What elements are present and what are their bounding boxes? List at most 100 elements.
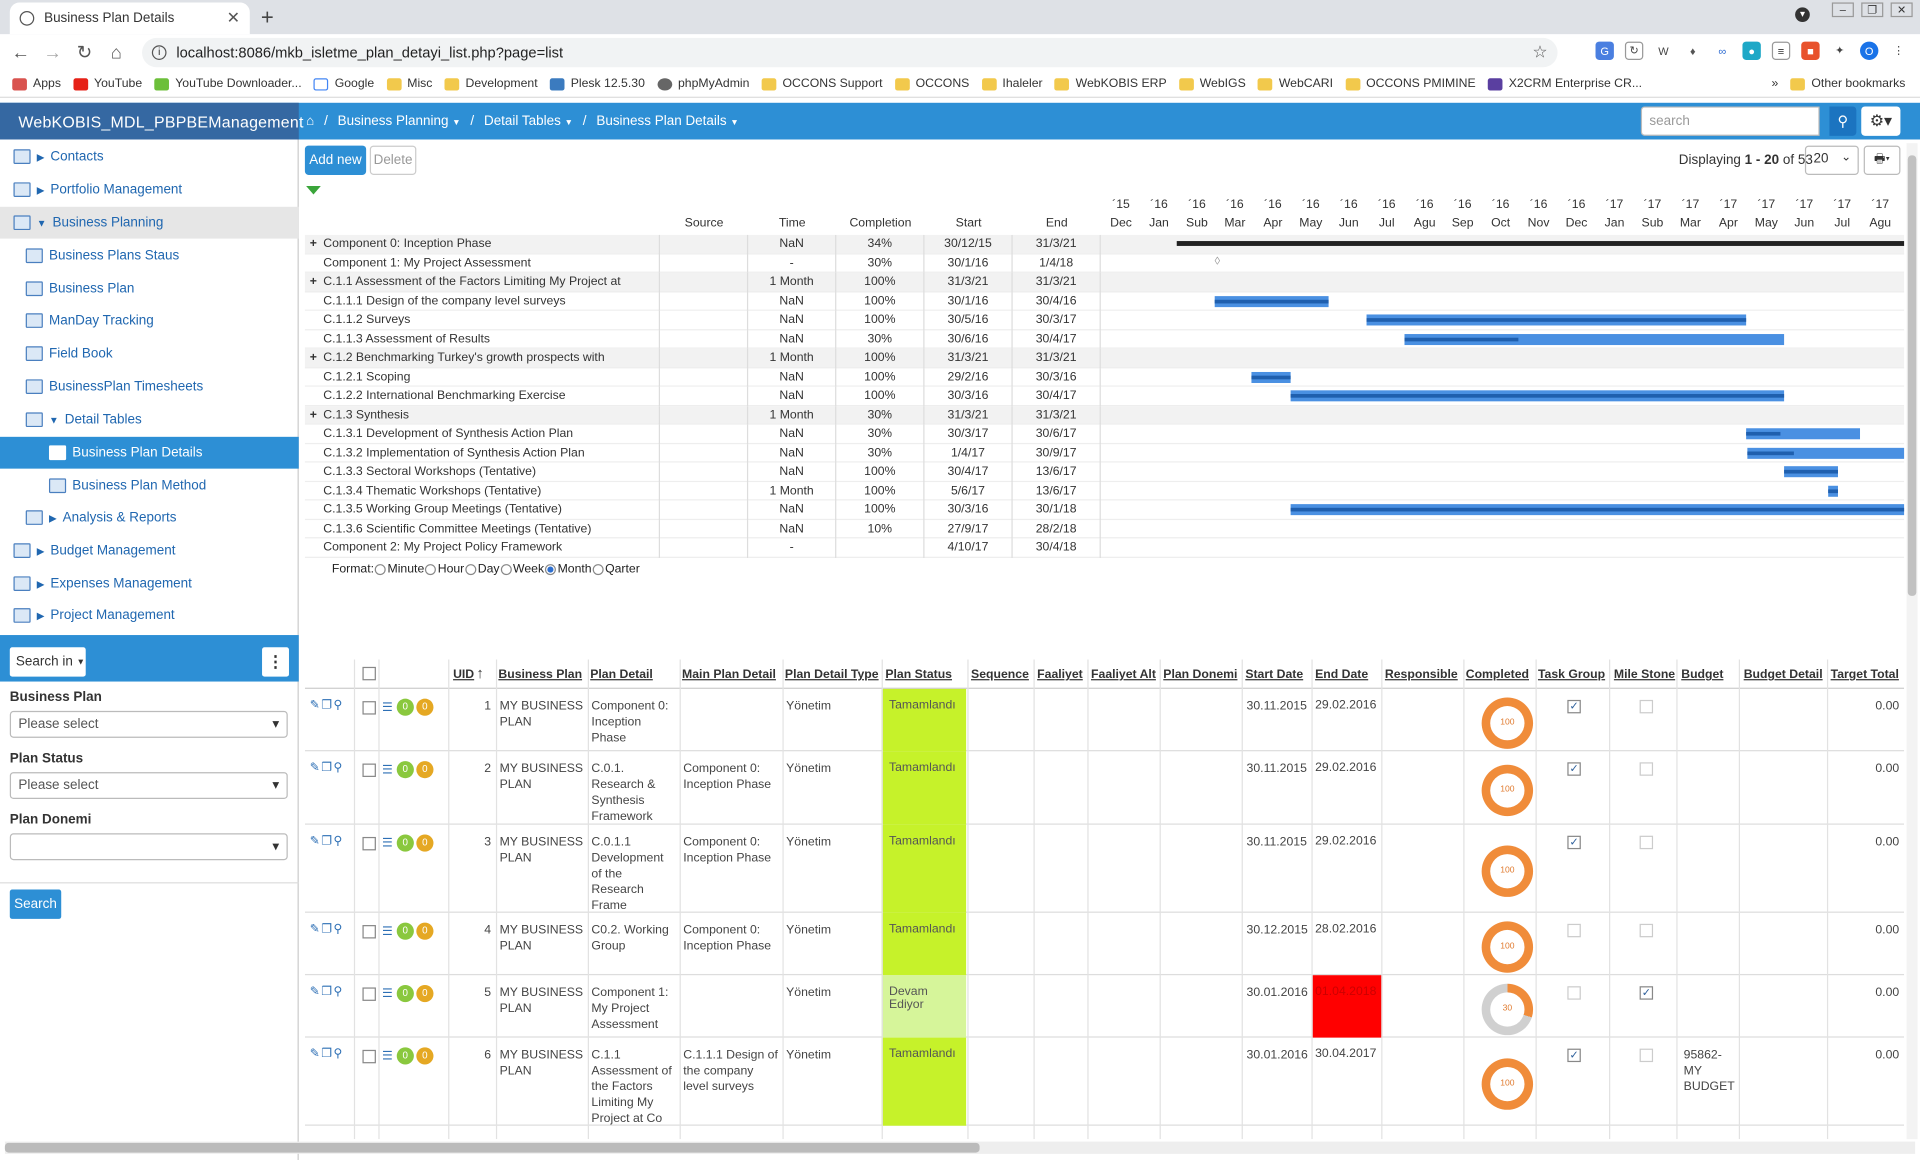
- browser-tab[interactable]: Business Plan Details ✕: [9, 2, 250, 35]
- wikipedia-extension-icon[interactable]: W: [1654, 41, 1673, 60]
- bookmark-occons-support[interactable]: OCCONS Support: [761, 77, 883, 91]
- sidebar-item-field-book[interactable]: Field Book: [0, 338, 299, 370]
- green-count-badge[interactable]: 0: [396, 922, 414, 940]
- sidebar-item-contacts[interactable]: ▶ Contacts: [0, 141, 299, 173]
- column-header-responsible[interactable]: Responsible: [1384, 668, 1458, 682]
- forward-icon[interactable]: →: [43, 42, 62, 64]
- business-plan-filter-select[interactable]: Please select: [9, 710, 288, 738]
- close-window-icon[interactable]: ✕: [1890, 2, 1913, 18]
- bookmark-phpmyadmin[interactable]: phpMyAdmin: [657, 77, 749, 91]
- puzzle-extensions-icon[interactable]: ✦: [1830, 41, 1849, 60]
- plan-donemi-filter-select[interactable]: [9, 833, 288, 861]
- green-count-badge[interactable]: 0: [396, 698, 414, 716]
- gear-icon[interactable]: ⚙▾: [1861, 106, 1901, 136]
- column-header-plan-status[interactable]: Plan Status: [885, 668, 953, 682]
- bookmark-star-icon[interactable]: ☆: [1532, 41, 1548, 62]
- gantt-summary-bar[interactable]: [1176, 241, 1905, 246]
- table-row[interactable]: Tamamlandı 29.02.2016 ✎❐⚲ ☰ 0 0 3 MY BUSINESS P…: [304, 824, 1905, 913]
- sidebar-item-budget-management[interactable]: ▶ Budget Management: [0, 535, 299, 567]
- expand-icon[interactable]: +: [309, 275, 317, 289]
- page-size-select[interactable]: 20 ⌄: [1804, 145, 1859, 175]
- format-radio-month[interactable]: [545, 563, 557, 575]
- gantt-row[interactable]: Component 1: My Project Assessment -30% 30…: [304, 253, 1905, 273]
- bookmark-webcari[interactable]: WebCARI: [1258, 77, 1333, 91]
- gantt-row[interactable]: + Component 0: Inception Phase NaN 34% 30/12…: [304, 234, 1905, 254]
- copy-icon[interactable]: ❐: [321, 698, 334, 713]
- column-header-uid[interactable]: UID: [453, 668, 475, 682]
- column-header-plan-detail[interactable]: Plan Detail: [590, 668, 653, 682]
- column-header-budget-detail[interactable]: Budget Detail: [1743, 668, 1823, 682]
- gantt-row[interactable]: C.1.2.2 International Benchmarking Exerc…: [304, 386, 1905, 406]
- orange-count-badge[interactable]: 0: [416, 922, 434, 940]
- gantt-task-bar[interactable]: [1214, 295, 1329, 307]
- task-group-checkbox[interactable]: ✓: [1567, 762, 1581, 776]
- html-extension-icon[interactable]: ≡: [1771, 41, 1791, 60]
- orange-count-badge[interactable]: 0: [416, 834, 434, 852]
- teal-extension-icon[interactable]: ●: [1742, 41, 1761, 60]
- format-radio-minute[interactable]: [375, 563, 387, 575]
- sidebar-item-portfolio-management[interactable]: ▶ Portfolio Management: [0, 174, 299, 206]
- sidebar-item-business-plans-staus[interactable]: Business Plans Staus: [0, 240, 299, 272]
- bookmark-youtube-downloader[interactable]: YouTube Downloader...: [154, 77, 302, 91]
- column-header-completed[interactable]: Completed: [1465, 668, 1529, 682]
- gantt-row[interactable]: C.1.1.3 Assessment of Results NaN 30% 30/6/…: [304, 329, 1905, 349]
- gantt-row[interactable]: C.1.3.2 Implementation of Synthesis Acti…: [304, 443, 1905, 463]
- site-info-icon[interactable]: i: [151, 45, 167, 60]
- bookmark-webigs[interactable]: WebIGS: [1178, 77, 1246, 91]
- restore-icon[interactable]: ❐: [1861, 2, 1884, 18]
- green-count-badge[interactable]: 0: [396, 761, 414, 779]
- gantt-task-bar[interactable]: [1290, 504, 1905, 516]
- gantt-row[interactable]: Component 2: My Project Policy Framework…: [304, 538, 1905, 558]
- copy-icon[interactable]: ❐: [321, 834, 334, 848]
- column-header-main-plan-detail[interactable]: Main Plan Detail: [682, 668, 776, 682]
- gantt-task-bar[interactable]: [1290, 390, 1785, 402]
- sidebar-item-detail-tables[interactable]: ▼ Detail Tables: [0, 404, 299, 436]
- view-icon[interactable]: ⚲: [333, 922, 344, 937]
- gantt-task-bar[interactable]: [1828, 485, 1839, 497]
- address-bar[interactable]: i localhost:8086/mkb_isletme_plan_detayi…: [142, 37, 1558, 68]
- edit-icon[interactable]: ✎: [309, 698, 322, 713]
- gantt-row[interactable]: C.1.1.2 Surveys NaN 100% 30/5/16 30/3/17: [304, 310, 1905, 330]
- vertical-scrollbar[interactable]: [1906, 143, 1918, 1140]
- table-row[interactable]: Devam Ediyor 01.04.2018 ✎❐⚲ ☰ 0 0 5 MY BUSINESS…: [304, 975, 1905, 1038]
- gantt-row[interactable]: + C.1.1 Assessment of the Factors Limitin…: [304, 272, 1905, 292]
- table-row[interactable]: Tamamlandı 28.02.2016 ✎❐⚲ ☰ 0 0 4 MY BUSINESS P…: [304, 912, 1905, 976]
- home-icon[interactable]: ⌂: [110, 42, 122, 64]
- column-header-end-date[interactable]: End Date: [1315, 668, 1369, 682]
- minimize-icon[interactable]: –: [1831, 2, 1854, 18]
- profile-avatar-icon[interactable]: O: [1860, 41, 1879, 60]
- row-select-checkbox[interactable]: [362, 836, 376, 851]
- horizontal-scrollbar[interactable]: [4, 1141, 1916, 1154]
- infinity-extension-icon[interactable]: ∞: [1713, 41, 1732, 60]
- edit-icon[interactable]: ✎: [309, 984, 322, 999]
- orange-count-badge[interactable]: 0: [416, 761, 434, 779]
- orange-count-badge[interactable]: 0: [416, 698, 434, 716]
- copy-icon[interactable]: ❐: [321, 761, 334, 775]
- row-select-checkbox[interactable]: [362, 763, 376, 777]
- tab-search-icon[interactable]: ▾: [1795, 7, 1810, 23]
- more-options-icon[interactable]: ⋮: [262, 647, 289, 677]
- app-brand[interactable]: WebKOBIS_MDL_PBPBEManagement: [0, 102, 303, 140]
- gantt-row[interactable]: + C.1.3 Synthesis 1 Month 30% 31/3/21 31/3/21: [304, 405, 1905, 425]
- gantt-task-bar[interactable]: [1784, 466, 1839, 478]
- view-icon[interactable]: ⚲: [333, 761, 344, 775]
- gantt-row[interactable]: C.1.1.1 Design of the company level surv…: [304, 291, 1905, 311]
- task-group-checkbox[interactable]: ✓: [1567, 699, 1581, 714]
- plan-status-filter-select[interactable]: Please select: [9, 772, 288, 800]
- sidebar-item-business-plan-method[interactable]: Business Plan Method: [0, 470, 299, 502]
- view-icon[interactable]: ⚲: [333, 698, 344, 713]
- list-icon[interactable]: ☰: [382, 986, 394, 1001]
- column-header-mile-stone[interactable]: Mile Stone: [1613, 668, 1676, 682]
- milestone-checkbox[interactable]: ✓: [1639, 986, 1654, 1000]
- gantt-task-bar[interactable]: [1746, 428, 1860, 440]
- bookmark-google[interactable]: Google: [313, 77, 374, 91]
- scroll-thumb[interactable]: [4, 1142, 980, 1153]
- close-tab-icon[interactable]: ✕: [226, 8, 241, 27]
- sidebar-item-manday-tracking[interactable]: ManDay Tracking: [0, 305, 299, 337]
- task-group-checkbox[interactable]: ✓: [1567, 1048, 1581, 1063]
- copy-icon[interactable]: ❐: [321, 922, 334, 937]
- row-select-checkbox[interactable]: [362, 987, 376, 1001]
- pin-extension-icon[interactable]: ♦: [1683, 41, 1703, 60]
- edit-icon[interactable]: ✎: [309, 761, 322, 775]
- expand-icon[interactable]: +: [309, 351, 317, 365]
